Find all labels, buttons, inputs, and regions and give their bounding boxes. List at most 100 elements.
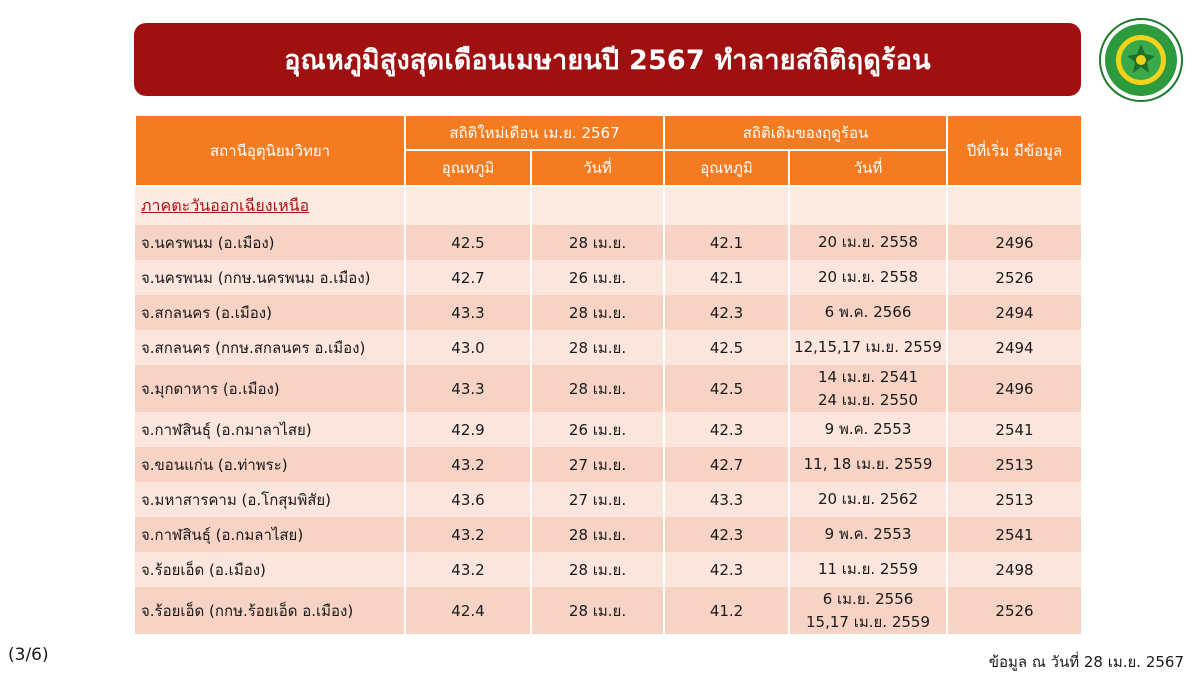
station-name-cell: จ.กาฬสินธุ์ (อ.กมาลาไสย) (135, 412, 406, 447)
new-date-cell: 28 เม.ย. (531, 552, 666, 587)
old-date-cell: 20 เม.ย. 2558 (789, 260, 949, 295)
meteorological-department-seal-icon (1099, 18, 1183, 102)
new-temperature-cell: 42.9 (405, 412, 532, 447)
start-year-cell: 2496 (947, 225, 1084, 260)
old-date-line: 20 เม.ย. 2558 (817, 233, 919, 251)
old-date-line: 14 เม.ย. 2541 (817, 367, 919, 386)
new-temperature-cell: 42.4 (405, 587, 532, 634)
table-row: จ.กาฬสินธุ์ (อ.กมลาไสย) 43.2 28 เม.ย. 42.3 9… (135, 517, 1084, 552)
old-temperature-cell: 42.3 (664, 295, 791, 330)
old-date-cell: 20 เม.ย. 2562 (789, 482, 949, 517)
old-date-cell: 12,15,17 เม.ย. 2559 (789, 330, 949, 365)
page-indicator: (3/6) (8, 645, 49, 665)
old-date-cell: 9 พ.ค. 2553 (789, 412, 949, 447)
page-title: อุณหภูมิสูงสุดเดือนเมษายนปี 2567 ทำลายสถ… (284, 45, 931, 76)
table-row: จ.ร้อยเอ็ด (อ.เมือง) 43.2 28 เม.ย. 42.3 11 เ… (135, 552, 1084, 587)
old-temperature-cell: 42.3 (664, 517, 791, 552)
region-label: ภาคตะวันออกเฉียงเหนือ (141, 195, 310, 215)
old-date-cell: 20 เม.ย. 2558 (789, 225, 949, 260)
old-date-header: วันที่ (788, 149, 949, 187)
new-temperature-cell: 43.2 (405, 552, 532, 587)
start-year-cell: 2526 (947, 260, 1084, 295)
table-row: จ.สกลนคร (อ.เมือง) 43.3 28 เม.ย. 42.3 6 พ.ค.… (135, 295, 1084, 330)
old-temperature-header: อุณหภูมิ (663, 149, 791, 187)
old-temperature-cell: 42.1 (664, 260, 791, 295)
old-date-line: 20 เม.ย. 2558 (817, 268, 919, 286)
station-column-header: สถานีอุตุนิยมวิทยา (134, 114, 406, 187)
table-row: จ.นครพนม (อ.เมือง) 42.5 28 เม.ย. 42.1 20 เม.… (135, 225, 1084, 260)
table-row: จ.สกลนคร (กกษ.สกลนคร อ.เมือง) 43.0 28 เม.ย… (135, 330, 1084, 365)
table-row: จ.ร้อยเอ็ด (กกษ.ร้อยเอ็ด อ.เมือง) 42.4 28 … (135, 587, 1084, 634)
old-date-line: 9 พ.ค. 2553 (824, 525, 912, 543)
old-record-header: สถิติเดิมของฤดูร้อน (663, 114, 949, 151)
old-temperature-cell: 42.5 (664, 330, 791, 365)
new-temperature-cell: 43.3 (405, 295, 532, 330)
station-name-cell: จ.มุกดาหาร (อ.เมือง) (135, 365, 406, 412)
station-name-cell: จ.ร้อยเอ็ด (อ.เมือง) (135, 552, 406, 587)
old-date-line: 24 เม.ย. 2550 (817, 390, 919, 409)
new-date-cell: 28 เม.ย. (531, 330, 666, 365)
new-temperature-cell: 43.2 (405, 517, 532, 552)
new-date-header: วันที่ (529, 149, 666, 187)
station-name-cell: จ.สกลนคร (อ.เมือง) (135, 295, 406, 330)
station-name-cell: จ.สกลนคร (กกษ.สกลนคร อ.เมือง) (135, 330, 406, 365)
old-date-cell: 11 เม.ย. 2559 (789, 552, 949, 587)
station-name-cell: จ.กาฬสินธุ์ (อ.กมลาไสย) (135, 517, 406, 552)
old-temperature-cell: 42.7 (664, 447, 791, 482)
new-record-header: สถิติใหม่เดือน เม.ย. 2567 (403, 114, 666, 151)
old-temperature-cell: 42.3 (664, 552, 791, 587)
table-row: จ.มุกดาหาร (อ.เมือง) 43.3 28 เม.ย. 42.5 14 เ… (135, 365, 1084, 412)
new-date-cell: 28 เม.ย. (531, 517, 666, 552)
start-year-cell: 2526 (947, 587, 1084, 634)
old-date-line: 9 พ.ค. 2553 (824, 420, 912, 438)
old-date-line: 6 เม.ย. 2556 (822, 589, 914, 608)
old-date-cell: 6 เม.ย. 2556 15,17 เม.ย. 2559 (789, 587, 949, 634)
old-date-line: 11, 18 เม.ย. 2559 (803, 455, 933, 473)
old-temperature-cell: 42.1 (664, 225, 791, 260)
new-temperature-cell: 42.7 (405, 260, 532, 295)
temperature-record-table: สถานีอุตุนิยมวิทยา สถิติใหม่เดือน เม.ย. … (134, 114, 1084, 634)
old-temperature-cell: 42.3 (664, 412, 791, 447)
new-temperature-cell: 43.6 (405, 482, 532, 517)
new-date-cell: 27 เม.ย. (531, 447, 666, 482)
new-temperature-cell: 42.5 (405, 225, 532, 260)
data-date-note: ข้อมูล ณ วันที่ 28 เม.ย. 2567 (988, 653, 1184, 671)
old-date-cell: 6 พ.ค. 2566 (789, 295, 949, 330)
station-name-cell: จ.มหาสารคาม (อ.โกสุมพิสัย) (135, 482, 406, 517)
new-temperature-cell: 43.2 (405, 447, 532, 482)
old-date-cell: 14 เม.ย. 2541 24 เม.ย. 2550 (789, 365, 949, 412)
start-year-cell: 2541 (947, 517, 1084, 552)
old-date-line: 11 เม.ย. 2559 (817, 560, 919, 578)
old-date-line: 12,15,17 เม.ย. 2559 (794, 338, 942, 356)
new-date-cell: 26 เม.ย. (531, 260, 666, 295)
new-temperature-header: อุณหภูมิ (404, 149, 532, 187)
table-row: จ.มหาสารคาม (อ.โกสุมพิสัย) 43.6 27 เม.ย. 43… (135, 482, 1084, 517)
old-date-cell: 9 พ.ค. 2553 (789, 517, 949, 552)
station-name-cell: จ.ขอนแก่น (อ.ท่าพระ) (135, 447, 406, 482)
new-temperature-cell: 43.3 (405, 365, 532, 412)
station-name-cell: จ.ร้อยเอ็ด (กกษ.ร้อยเอ็ด อ.เมือง) (135, 587, 406, 634)
start-year-cell: 2513 (947, 482, 1084, 517)
old-date-line: 20 เม.ย. 2562 (817, 490, 919, 508)
start-year-cell: 2513 (947, 447, 1084, 482)
old-date-line: 6 พ.ค. 2566 (824, 303, 912, 321)
old-temperature-cell: 41.2 (664, 587, 791, 634)
start-year-cell: 2494 (947, 330, 1084, 365)
new-date-cell: 28 เม.ย. (531, 365, 666, 412)
new-date-cell: 28 เม.ย. (531, 295, 666, 330)
station-name-cell: จ.นครพนม (กกษ.นครพนม อ.เมือง) (135, 260, 406, 295)
station-name-cell: จ.นครพนม (อ.เมือง) (135, 225, 406, 260)
old-date-line: 15,17 เม.ย. 2559 (806, 612, 931, 631)
region-row: ภาคตะวันออกเฉียงเหนือ (135, 186, 1084, 225)
start-year-cell: 2496 (947, 365, 1084, 412)
start-year-cell: 2494 (947, 295, 1084, 330)
start-year-cell: 2541 (947, 412, 1084, 447)
start-year-cell: 2498 (947, 552, 1084, 587)
new-date-cell: 28 เม.ย. (531, 587, 666, 634)
old-date-cell: 11, 18 เม.ย. 2559 (789, 447, 949, 482)
old-temperature-cell: 43.3 (664, 482, 791, 517)
old-temperature-cell: 42.5 (664, 365, 791, 412)
start-year-header: ปีที่เริ่ม มีข้อมูล (946, 114, 1084, 187)
table-row: จ.กาฬสินธุ์ (อ.กมาลาไสย) 42.9 26 เม.ย. 42.3… (135, 412, 1084, 447)
title-banner: อุณหภูมิสูงสุดเดือนเมษายนปี 2567 ทำลายสถ… (134, 23, 1081, 96)
